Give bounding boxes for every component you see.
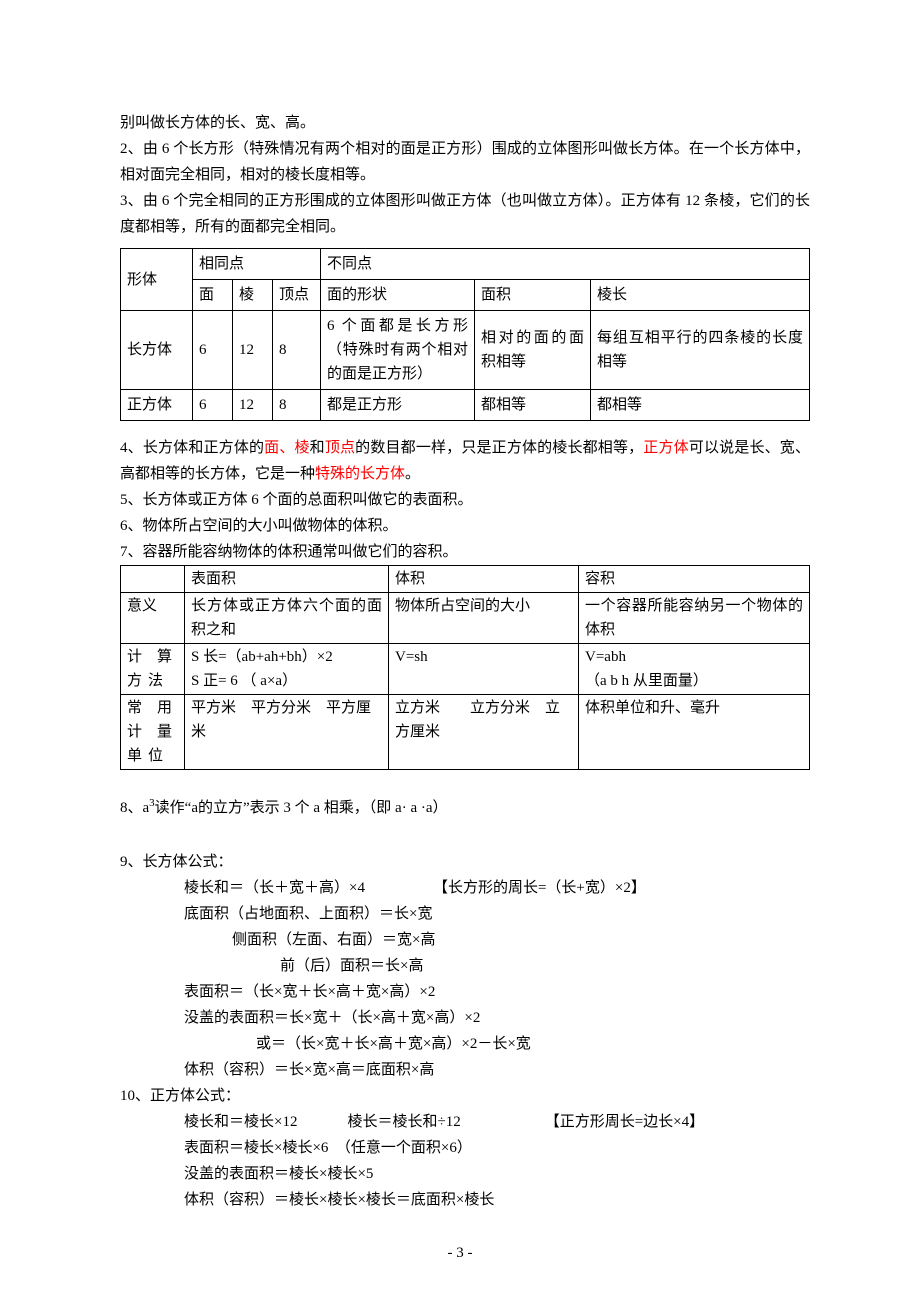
text-red: 特殊的长方体 — [315, 466, 405, 482]
cell-capacity: V=abh （a b h 从里面量） — [579, 644, 810, 695]
text: 4、长方体和正方体的 — [120, 440, 264, 456]
text: 棱长和＝棱长×12 — [184, 1109, 297, 1135]
text: 【长方形的周长=（长+宽）×2】 — [433, 875, 646, 901]
cell-face: 6 — [193, 311, 233, 390]
formula-line: 体积（容积）＝长×宽×高＝底面积×高 — [120, 1057, 810, 1083]
cell-edgelen: 都相等 — [591, 390, 810, 421]
cell-name: 长方体 — [121, 311, 193, 390]
th-face: 面 — [193, 280, 233, 311]
formula-line: 表面积＝棱长×棱长×6 （任意一个面积×6） — [120, 1135, 810, 1161]
table-row: 意义 长方体或正方体六个面的面积之和 物体所占空间的大小 一个容器所能容纳另一个… — [121, 593, 810, 644]
table-row: 正方体 6 12 8 都是正方形 都相等 都相等 — [121, 390, 810, 421]
th-vertex: 顶点 — [273, 280, 321, 311]
cell-label: 意义 — [121, 593, 185, 644]
formula-line: 或＝（长×宽＋长×高＋宽×高）×2－长×宽 — [120, 1031, 810, 1057]
formula-line: 前（后）面积＝长×高 — [120, 953, 810, 979]
table-shapes: 形体 相同点 不同点 面 棱 顶点 面的形状 面积 棱长 长方体 6 12 8 … — [120, 248, 810, 421]
text: 。 — [405, 466, 420, 482]
cell-capacity: 一个容器所能容纳另一个物体的体积 — [579, 593, 810, 644]
th-surface: 表面积 — [185, 566, 389, 593]
th-capacity: 容积 — [579, 566, 810, 593]
formula-line: 没盖的表面积＝棱长×棱长×5 — [120, 1161, 810, 1187]
th-volume: 体积 — [389, 566, 579, 593]
text-red: 正方体 — [643, 440, 689, 456]
cell-faceshape: 都是正方形 — [321, 390, 475, 421]
cell-vertex: 8 — [273, 390, 321, 421]
cell-surface: S 长=（ab+ah+bh）×2 S 正= 6 （ a×a） — [185, 644, 389, 695]
para-8: 8、a3读作“a的立方”表示 3 个 a 相乘，（即 a· a ·a） — [120, 790, 810, 821]
text: 读作“a的立方”表示 3 个 a 相乘，（即 a· a ·a） — [155, 800, 448, 816]
text: 棱长和＝（长＋宽＋高）×4 — [184, 875, 365, 901]
cell-surface: 平方米 平方分米 平方厘米 — [185, 695, 389, 770]
cell-vertex: 8 — [273, 311, 321, 390]
formula-line: 表面积＝（长×宽＋长×高＋宽×高）×2 — [120, 979, 810, 1005]
formula-line: 棱长和＝（长＋宽＋高）×4 【长方形的周长=（长+宽）×2】 — [120, 875, 810, 901]
para-4: 4、长方体和正方体的面、棱和顶点的数目都一样，只是正方体的棱长都相等，正方体可以… — [120, 435, 810, 487]
cell-volume: V=sh — [389, 644, 579, 695]
th-edge: 棱 — [233, 280, 273, 311]
cell-edge: 12 — [233, 311, 273, 390]
table-row: 面 棱 顶点 面的形状 面积 棱长 — [121, 280, 810, 311]
formula-line: 棱长和＝棱长×12 棱长＝棱长和÷12 【正方形周长=边长×4】 — [120, 1109, 810, 1135]
th-shape: 形体 — [121, 249, 193, 311]
th-faceshape: 面的形状 — [321, 280, 475, 311]
text: V=abh — [585, 645, 803, 669]
formula-line: 侧面积（左面、右面）＝宽×高 — [120, 927, 810, 953]
text-red: 面、棱 — [264, 440, 310, 456]
para-6: 6、物体所占空间的大小叫做物体的体积。 — [120, 513, 810, 539]
th-diff: 不同点 — [321, 249, 810, 280]
cell-label: 计算方法 — [121, 644, 185, 695]
cell-volume: 立方米 立方分米 立方厘米 — [389, 695, 579, 770]
formula-line: 没盖的表面积＝长×宽＋（长×高＋宽×高）×2 — [120, 1005, 810, 1031]
para-1: 别叫做长方体的长、宽、高。 — [120, 110, 810, 136]
th-empty — [121, 566, 185, 593]
th-same: 相同点 — [193, 249, 321, 280]
cell-surface: 长方体或正方体六个面的面积之和 — [185, 593, 389, 644]
cell-face: 6 — [193, 390, 233, 421]
formula-line: 体积（容积）＝棱长×棱长×棱长＝底面积×棱长 — [120, 1187, 810, 1213]
cell-faceshape: 6 个面都是长方形（特殊时有两个相对的面是正方形） — [321, 311, 475, 390]
table-row: 计算方法 S 长=（ab+ah+bh）×2 S 正= 6 （ a×a） V=sh… — [121, 644, 810, 695]
cell-edge: 12 — [233, 390, 273, 421]
table-row: 表面积 体积 容积 — [121, 566, 810, 593]
cell-area: 相对的面的面积相等 — [475, 311, 591, 390]
cell-volume: 物体所占空间的大小 — [389, 593, 579, 644]
cell-capacity: 体积单位和升、毫升 — [579, 695, 810, 770]
para-7: 7、容器所能容纳物体的体积通常叫做它们的容积。 — [120, 539, 810, 565]
table-definitions: 表面积 体积 容积 意义 长方体或正方体六个面的面积之和 物体所占空间的大小 一… — [120, 565, 810, 770]
para-5: 5、长方体或正方体 6 个面的总面积叫做它的表面积。 — [120, 487, 810, 513]
page-number: - 3 - — [0, 1245, 920, 1262]
formula-cuboid-title: 9、长方体公式： — [120, 849, 810, 875]
cell-edgelen: 每组互相平行的四条棱的长度相等 — [591, 311, 810, 390]
text: 【正方形周长=边长×4】 — [545, 1109, 704, 1135]
text: S 长=（ab+ah+bh）×2 — [191, 645, 382, 669]
cell-label: 常用计量单位 — [121, 695, 185, 770]
formula-line: 底面积（占地面积、上面积）＝长×宽 — [120, 901, 810, 927]
text: 的数目都一样，只是正方体的棱长都相等， — [355, 440, 643, 456]
para-3: 3、由 6 个完全相同的正方形围成的立体图形叫做正方体（也叫做立方体）。正方体有… — [120, 188, 810, 240]
th-edgelen: 棱长 — [591, 280, 810, 311]
cell-name: 正方体 — [121, 390, 193, 421]
text: 和 — [310, 440, 325, 456]
table-row: 常用计量单位 平方米 平方分米 平方厘米 立方米 立方分米 立方厘米 体积单位和… — [121, 695, 810, 770]
table-row: 长方体 6 12 8 6 个面都是长方形（特殊时有两个相对的面是正方形） 相对的… — [121, 311, 810, 390]
page: 别叫做长方体的长、宽、高。 2、由 6 个长方形（特殊情况有两个相对的面是正方形… — [0, 0, 920, 1302]
text: 8、a — [120, 800, 149, 816]
th-area: 面积 — [475, 280, 591, 311]
text-red: 顶点 — [325, 440, 355, 456]
table-row: 形体 相同点 不同点 — [121, 249, 810, 280]
cell-area: 都相等 — [475, 390, 591, 421]
text: 棱长＝棱长和÷12 — [347, 1109, 460, 1135]
text: S 正= 6 （ a×a） — [191, 669, 382, 693]
formula-cube-title: 10、正方体公式： — [120, 1083, 810, 1109]
text: （a b h 从里面量） — [585, 669, 803, 693]
para-2: 2、由 6 个长方形（特殊情况有两个相对的面是正方形）围成的立体图形叫做长方体。… — [120, 136, 810, 188]
